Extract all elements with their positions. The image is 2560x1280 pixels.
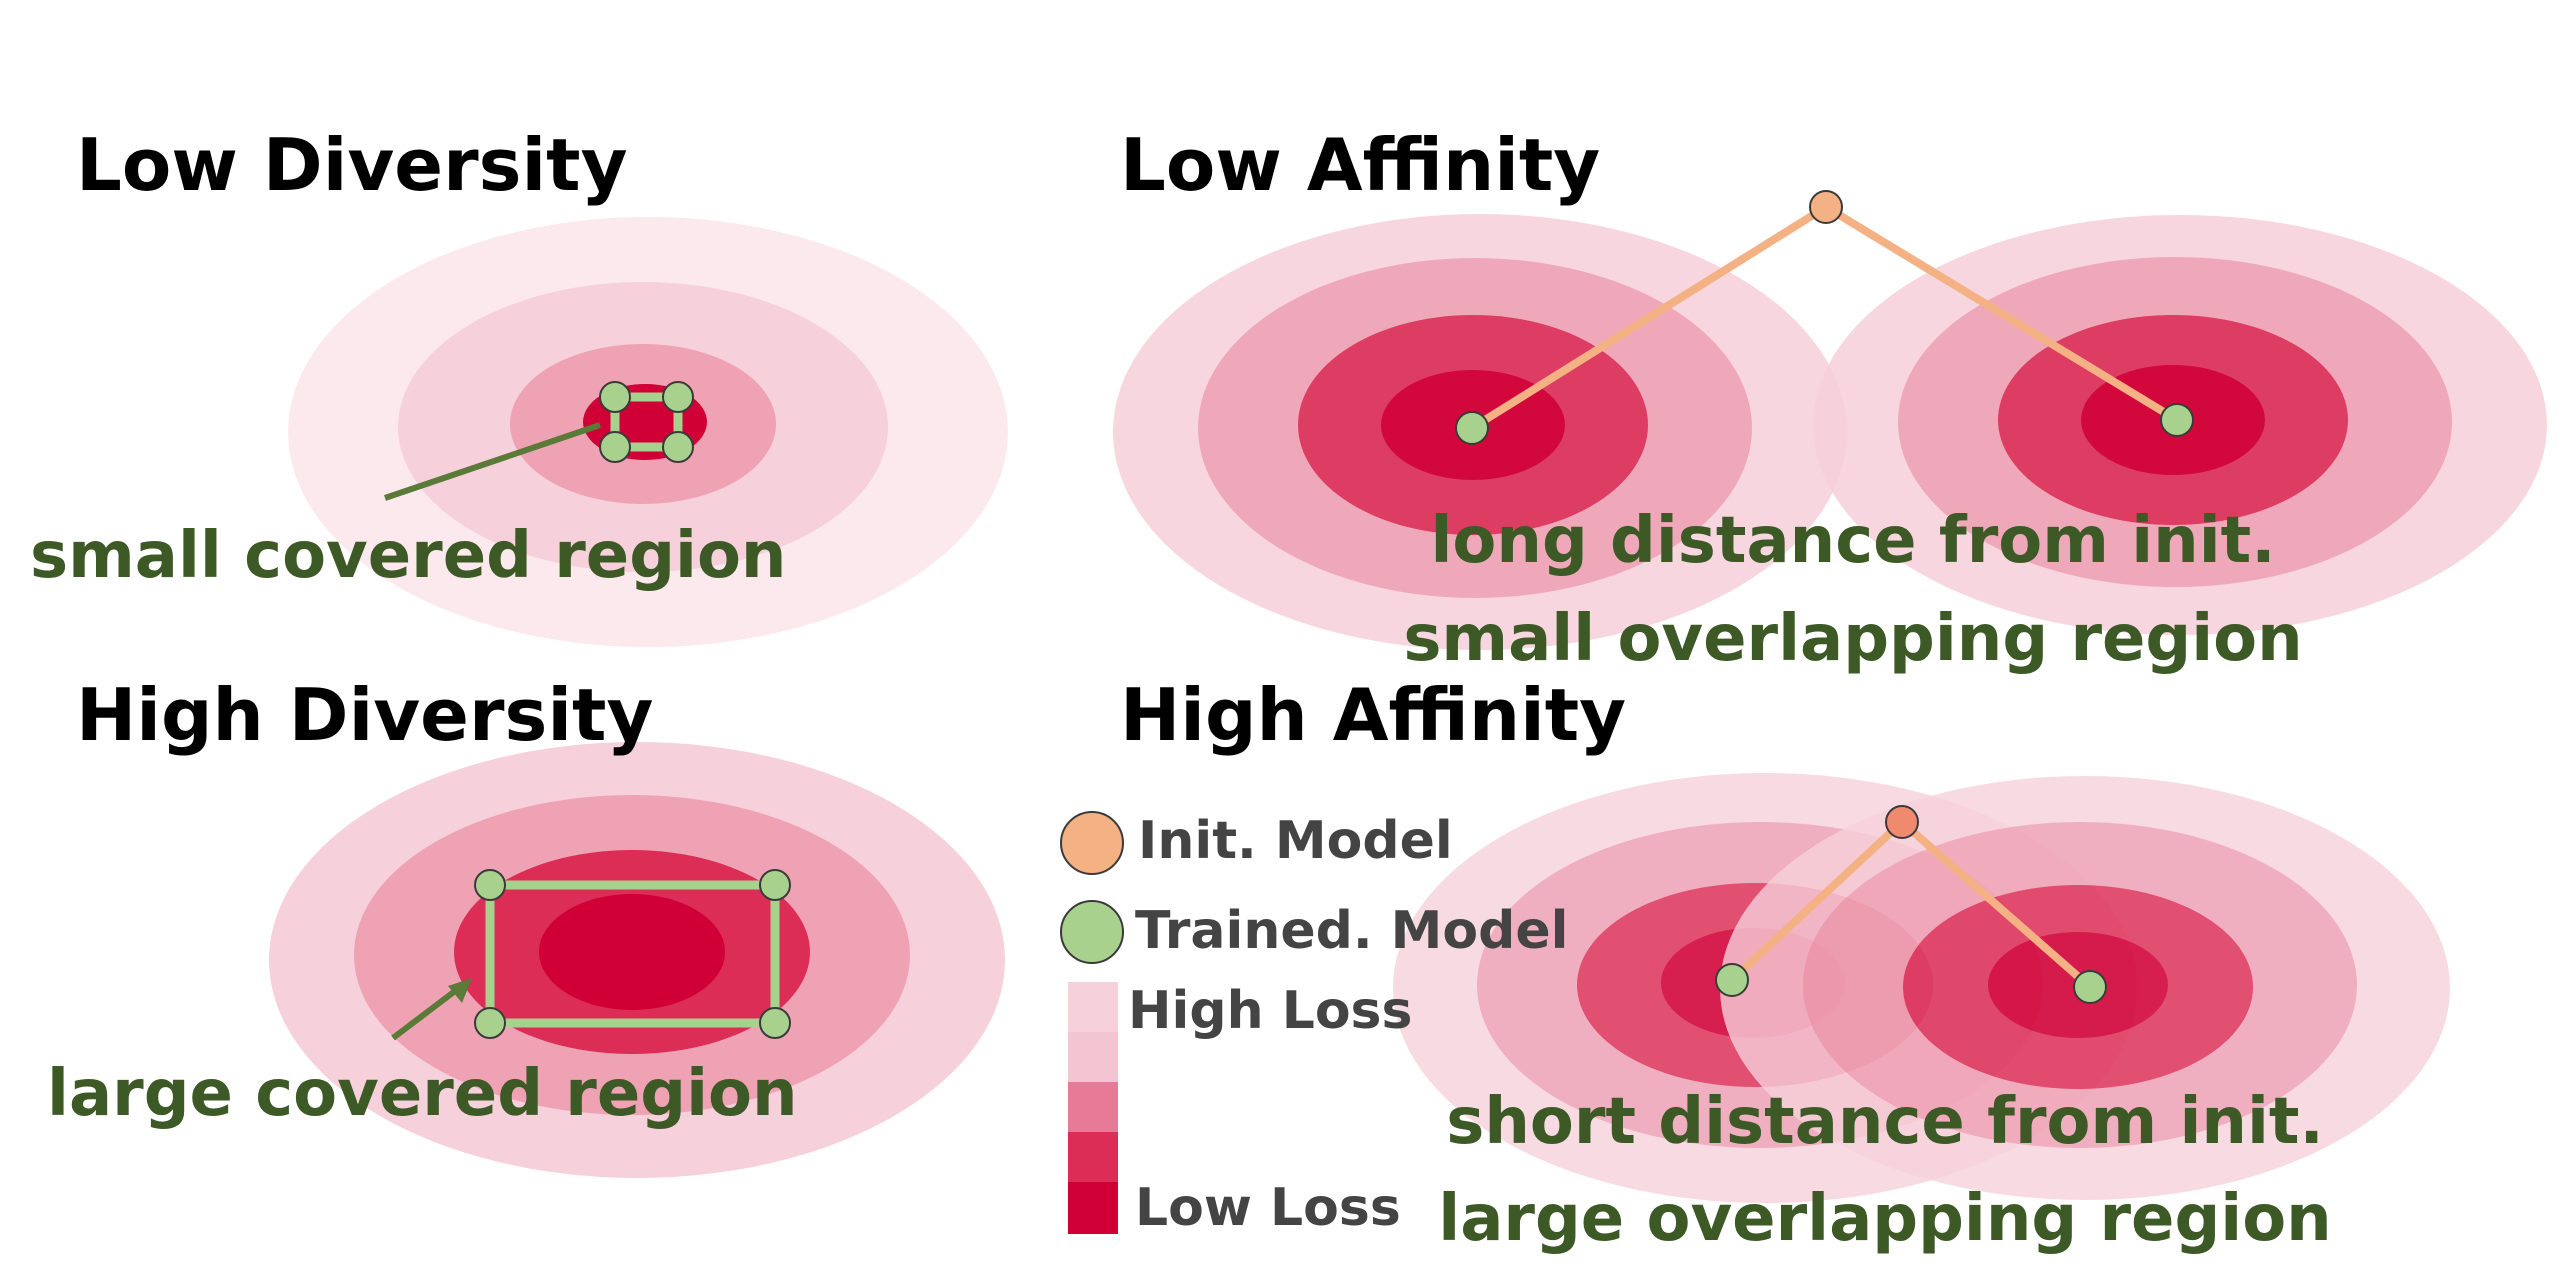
legend-loss-swatch-3 [1068,1082,1118,1132]
init-model-point [1885,805,1919,839]
pointer-arrow-head [448,978,472,1003]
trained-model-point [662,431,694,463]
trained-model-point [474,869,506,901]
legend-init-model-icon [1060,811,1124,875]
trained-model-point [759,1007,791,1039]
high-affinity-note-line1: short distance from init. [1446,1085,2324,1159]
trained-model-point [474,1007,506,1039]
high-affinity-panel: High Affinity short distance from init. … [1120,673,2450,1256]
low-diversity-trained-models [599,381,694,463]
low-diversity-note: small covered region [30,519,786,593]
legend-trained-model-label: Trained. Model [1135,901,1568,961]
trained-model-point [1455,411,1489,445]
high-affinity-note-line2: large overlapping region [1438,1182,2331,1256]
loss-contour-level-5 [539,894,725,1010]
pointer-arrow [384,422,601,501]
low-affinity-title: Low Affinity [1120,123,1600,207]
trained-model-point [759,869,791,901]
low-affinity-panel: Low Affinity long distance from init. sm… [1113,123,2547,676]
legend-loss-swatch-4 [1068,1132,1118,1182]
training-path [1822,203,2181,424]
legend-loss-swatch-1 [1068,982,1118,1032]
training-path [1898,818,2094,991]
trained-model-point [599,431,631,463]
trained-model-point [662,381,694,413]
legend: Init. Model Trained. Model High Loss Low… [1060,811,1568,1238]
low-affinity-note-line1: long distance from init. [1430,504,2275,578]
legend-low-loss-label: Low Loss [1135,1178,1401,1238]
legend-init-model-label: Init. Model [1138,811,1453,871]
legend-loss-swatch-2 [1068,1032,1118,1082]
high-affinity-title: High Affinity [1120,673,1626,757]
legend-trained-model-icon [1060,900,1124,964]
trained-model-point [599,381,631,413]
init-model-point [1809,190,1843,224]
low-diversity-loss-basin [288,217,1008,647]
trained-model-point [1715,963,1749,997]
high-diversity-note: large covered region [47,1057,798,1131]
legend-high-loss-label: High Loss [1128,981,1412,1041]
high-diversity-title: High Diversity [76,673,653,757]
training-path [1728,818,1906,984]
high-diversity-trained-models [474,869,791,1039]
trained-model-point [2073,970,2107,1004]
training-path [1468,203,1830,432]
pointer-arrow [391,982,465,1041]
high-diversity-panel: High Diversity large covered region [47,673,1005,1178]
legend-loss-swatch-5 [1068,1182,1118,1234]
low-affinity-note-line2: small overlapping region [1403,602,2302,676]
trained-model-point [2160,403,2194,437]
low-diversity-title: Low Diversity [76,123,628,207]
low-diversity-panel: Low Diversity small covered region [30,123,1008,647]
